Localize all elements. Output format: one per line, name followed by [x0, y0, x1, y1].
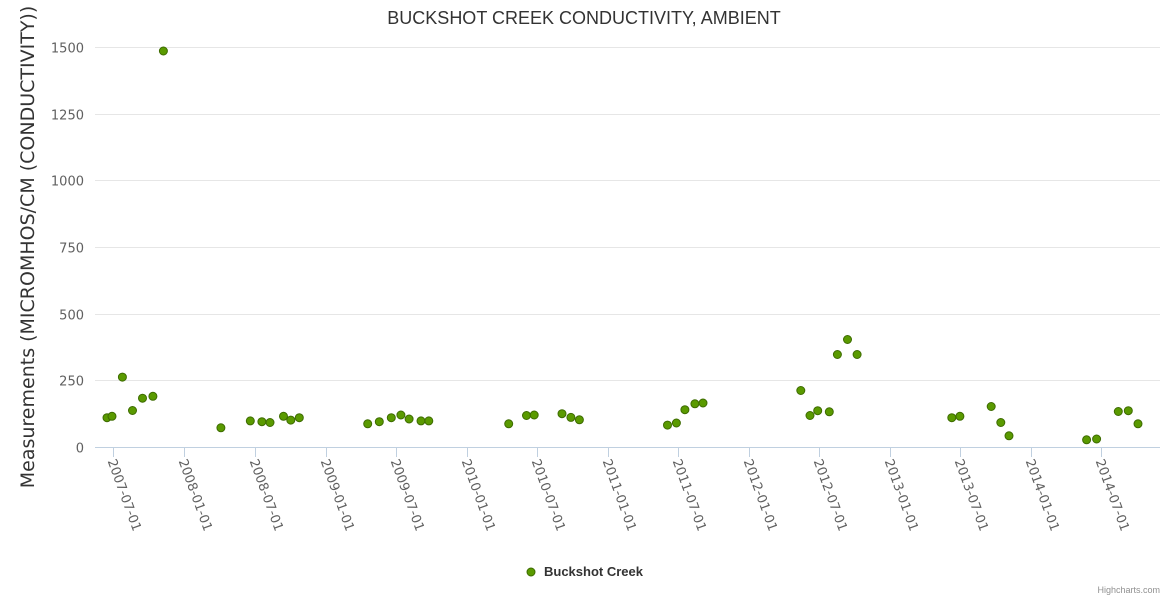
chart-title: BUCKSHOT CREEK CONDUCTIVITY, AMBIENT — [387, 8, 780, 28]
data-point[interactable] — [404, 414, 414, 424]
x-tick-label: 2009-07-01 — [387, 457, 427, 533]
data-point[interactable] — [690, 399, 700, 409]
grid-lines — [95, 47, 1160, 381]
data-point[interactable] — [424, 416, 434, 426]
data-point[interactable] — [279, 411, 288, 421]
x-tick-label: 2011-01-01 — [599, 457, 639, 533]
x-axis: 2007-07-01 2008-01-01 2008-07-01 2009-01-01… — [95, 447, 1160, 533]
data-point[interactable] — [996, 418, 1006, 427]
data-point[interactable] — [955, 411, 965, 421]
y-tick-label: 1500 — [51, 42, 84, 57]
x-tick-label: 2012-07-01 — [810, 457, 850, 533]
x-tick-label: 2014-01-01 — [1022, 457, 1062, 533]
data-point[interactable] — [396, 410, 406, 420]
data-point[interactable] — [574, 415, 584, 425]
data-point[interactable] — [986, 402, 996, 411]
data-point[interactable] — [1082, 435, 1092, 445]
x-tick-label: 2011-07-01 — [669, 457, 709, 533]
y-tick-label: 1250 — [51, 109, 84, 124]
data-point[interactable] — [1113, 407, 1123, 416]
y-tick-label: 500 — [59, 309, 84, 324]
y-tick-label: 1000 — [51, 175, 84, 190]
data-point[interactable] — [566, 412, 576, 422]
data-point[interactable] — [671, 418, 681, 428]
data-point[interactable] — [128, 406, 137, 415]
data-point[interactable] — [698, 398, 708, 408]
data-point[interactable] — [416, 416, 426, 426]
data-point[interactable] — [852, 350, 862, 359]
data-point[interactable] — [529, 410, 539, 420]
y-axis: 0 250 500 750 1000 1250 1500 — [51, 42, 84, 457]
x-tick-label: 2008-01-01 — [175, 457, 215, 533]
y-tick-label: 250 — [59, 375, 84, 390]
data-point[interactable] — [138, 393, 147, 403]
x-tick-label: 2013-01-01 — [881, 457, 921, 533]
data-point[interactable] — [680, 405, 690, 415]
data-points — [102, 46, 1143, 445]
y-axis-title: Measurements (MICROMHOS/CM (CONDUCTIVITY… — [17, 6, 39, 489]
legend[interactable]: Buckshot Creek — [526, 564, 644, 579]
data-point[interactable] — [1092, 434, 1102, 444]
x-tick-label: 2009-01-01 — [317, 457, 357, 533]
x-tick-label: 2014-07-01 — [1092, 457, 1132, 533]
data-point[interactable] — [1123, 406, 1133, 416]
x-tick-label: 2010-07-01 — [528, 457, 568, 533]
x-tick-label: 2012-01-01 — [740, 457, 780, 533]
data-point[interactable] — [813, 406, 823, 416]
data-point[interactable] — [824, 407, 834, 417]
data-point[interactable] — [374, 417, 384, 427]
data-point[interactable] — [294, 413, 304, 423]
data-point[interactable] — [257, 417, 267, 427]
data-point[interactable] — [148, 391, 158, 401]
y-tick-label: 0 — [76, 442, 84, 457]
data-point[interactable] — [504, 419, 514, 429]
data-point[interactable] — [117, 372, 127, 382]
data-point[interactable] — [843, 335, 852, 344]
x-tick-label: 2013-07-01 — [951, 457, 991, 533]
data-point[interactable] — [386, 413, 396, 423]
y-tick-label: 750 — [59, 242, 84, 257]
legend-label-buckshot-creek: Buckshot Creek — [544, 564, 644, 579]
data-point[interactable] — [557, 409, 567, 419]
x-tick-label: 2007-07-01 — [104, 457, 144, 533]
data-point[interactable] — [265, 418, 275, 427]
data-point[interactable] — [1133, 419, 1143, 429]
data-point[interactable] — [1004, 431, 1014, 441]
data-point[interactable] — [245, 416, 255, 426]
data-point[interactable] — [947, 413, 957, 423]
data-point[interactable] — [158, 46, 168, 56]
data-point[interactable] — [216, 423, 226, 433]
data-point[interactable] — [805, 411, 815, 420]
data-point[interactable] — [663, 420, 672, 430]
x-tick-label: 2010-01-01 — [458, 457, 498, 533]
data-point[interactable] — [522, 411, 531, 420]
x-tick-label: 2008-07-01 — [246, 457, 286, 533]
data-point[interactable] — [796, 386, 806, 395]
data-point[interactable] — [363, 419, 373, 429]
data-point[interactable] — [107, 411, 117, 421]
data-point[interactable] — [832, 350, 842, 359]
data-point[interactable] — [286, 415, 296, 425]
legend-marker — [526, 567, 536, 577]
credits[interactable]: Highcharts.com — [1097, 585, 1160, 595]
